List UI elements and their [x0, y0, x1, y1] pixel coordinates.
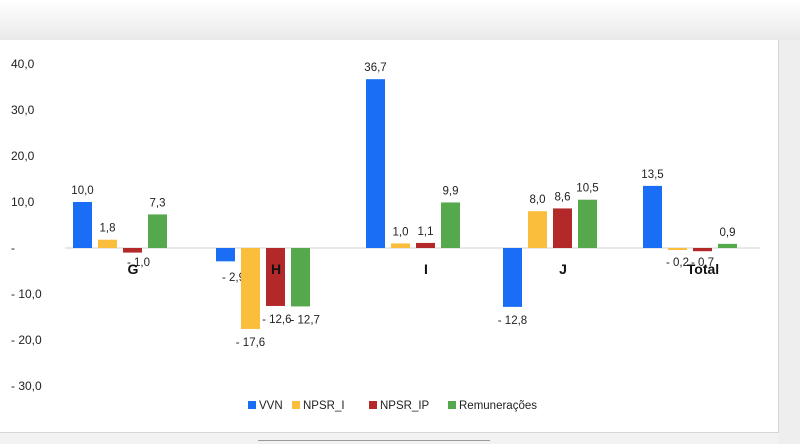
data-label: 10,0	[71, 185, 93, 197]
bar-remunerações-h	[291, 248, 310, 307]
legend-label: NPSR_IP	[380, 400, 430, 412]
bar-vvn-j	[503, 248, 522, 307]
legend-swatch	[248, 401, 256, 409]
category-label: G	[128, 261, 139, 277]
data-label: 1,0	[393, 226, 409, 238]
bar-remunerações-g	[148, 214, 167, 248]
y-tick-label: - 10,0	[11, 287, 42, 301]
data-label: - 0,2	[666, 257, 689, 269]
bar-npsr_ip-h	[266, 248, 285, 306]
bar-npsr_ip-g	[123, 248, 142, 253]
data-label: 9,9	[443, 185, 459, 197]
category-label: Total	[687, 261, 719, 277]
bar-remunerações-total	[718, 243, 737, 248]
legend-swatch	[292, 401, 300, 409]
data-label: - 17,6	[236, 337, 265, 349]
data-label: 7,3	[150, 197, 166, 209]
data-label: 8,6	[555, 191, 571, 203]
data-label: - 1,0	[127, 257, 150, 269]
bar-vvn-h	[216, 248, 235, 262]
bar-npsr_ip-total	[693, 248, 712, 252]
data-label: - 12,7	[291, 314, 320, 326]
data-label: - 0,7	[691, 257, 714, 269]
y-tick-label: 20,0	[11, 149, 35, 163]
bar-npsr_ip-j	[553, 208, 572, 248]
legend-label: Remunerações	[459, 400, 537, 412]
y-tick-label: 30,0	[11, 103, 35, 117]
data-label: 1,8	[100, 223, 116, 235]
bottom-divider	[258, 440, 490, 441]
bar-vvn-i	[366, 79, 385, 249]
legend-swatch	[369, 401, 377, 409]
bar-remunerações-j	[578, 199, 597, 248]
bar-npsr_i-h	[241, 248, 260, 329]
bar-npsr_i-total	[668, 248, 687, 250]
bar-npsr_i-i	[391, 243, 410, 248]
right-edge-strip	[779, 40, 800, 444]
y-tick-label: - 20,0	[11, 333, 42, 347]
bar-vvn-total	[643, 185, 662, 248]
y-tick-label: 10,0	[11, 195, 35, 209]
data-label: - 12,6	[262, 314, 291, 326]
legend-label: VVN	[259, 400, 283, 412]
bar-npsr_i-g	[98, 239, 117, 248]
data-label: - 12,8	[498, 315, 527, 327]
data-label: 8,0	[530, 194, 546, 206]
data-label: - 2,9	[222, 272, 245, 284]
category-label: H	[271, 261, 281, 277]
legend-label: NPSR_I	[303, 400, 345, 412]
legend-swatch	[448, 401, 456, 409]
data-label: 10,5	[576, 183, 598, 195]
category-label: J	[559, 261, 567, 277]
data-label: 0,9	[720, 227, 736, 239]
bar-vvn-g	[73, 202, 92, 248]
bar-npsr_i-j	[528, 211, 547, 248]
data-label: 13,5	[641, 169, 663, 181]
y-tick-label: - 30,0	[11, 379, 42, 393]
data-label: 1,1	[418, 226, 434, 238]
data-label: 36,7	[364, 62, 386, 74]
category-label: I	[424, 261, 428, 277]
y-tick-label: -	[11, 241, 15, 255]
y-tick-label: 40,0	[11, 57, 35, 71]
bar-npsr_ip-i	[416, 242, 435, 248]
bar-remunerações-i	[441, 202, 460, 248]
